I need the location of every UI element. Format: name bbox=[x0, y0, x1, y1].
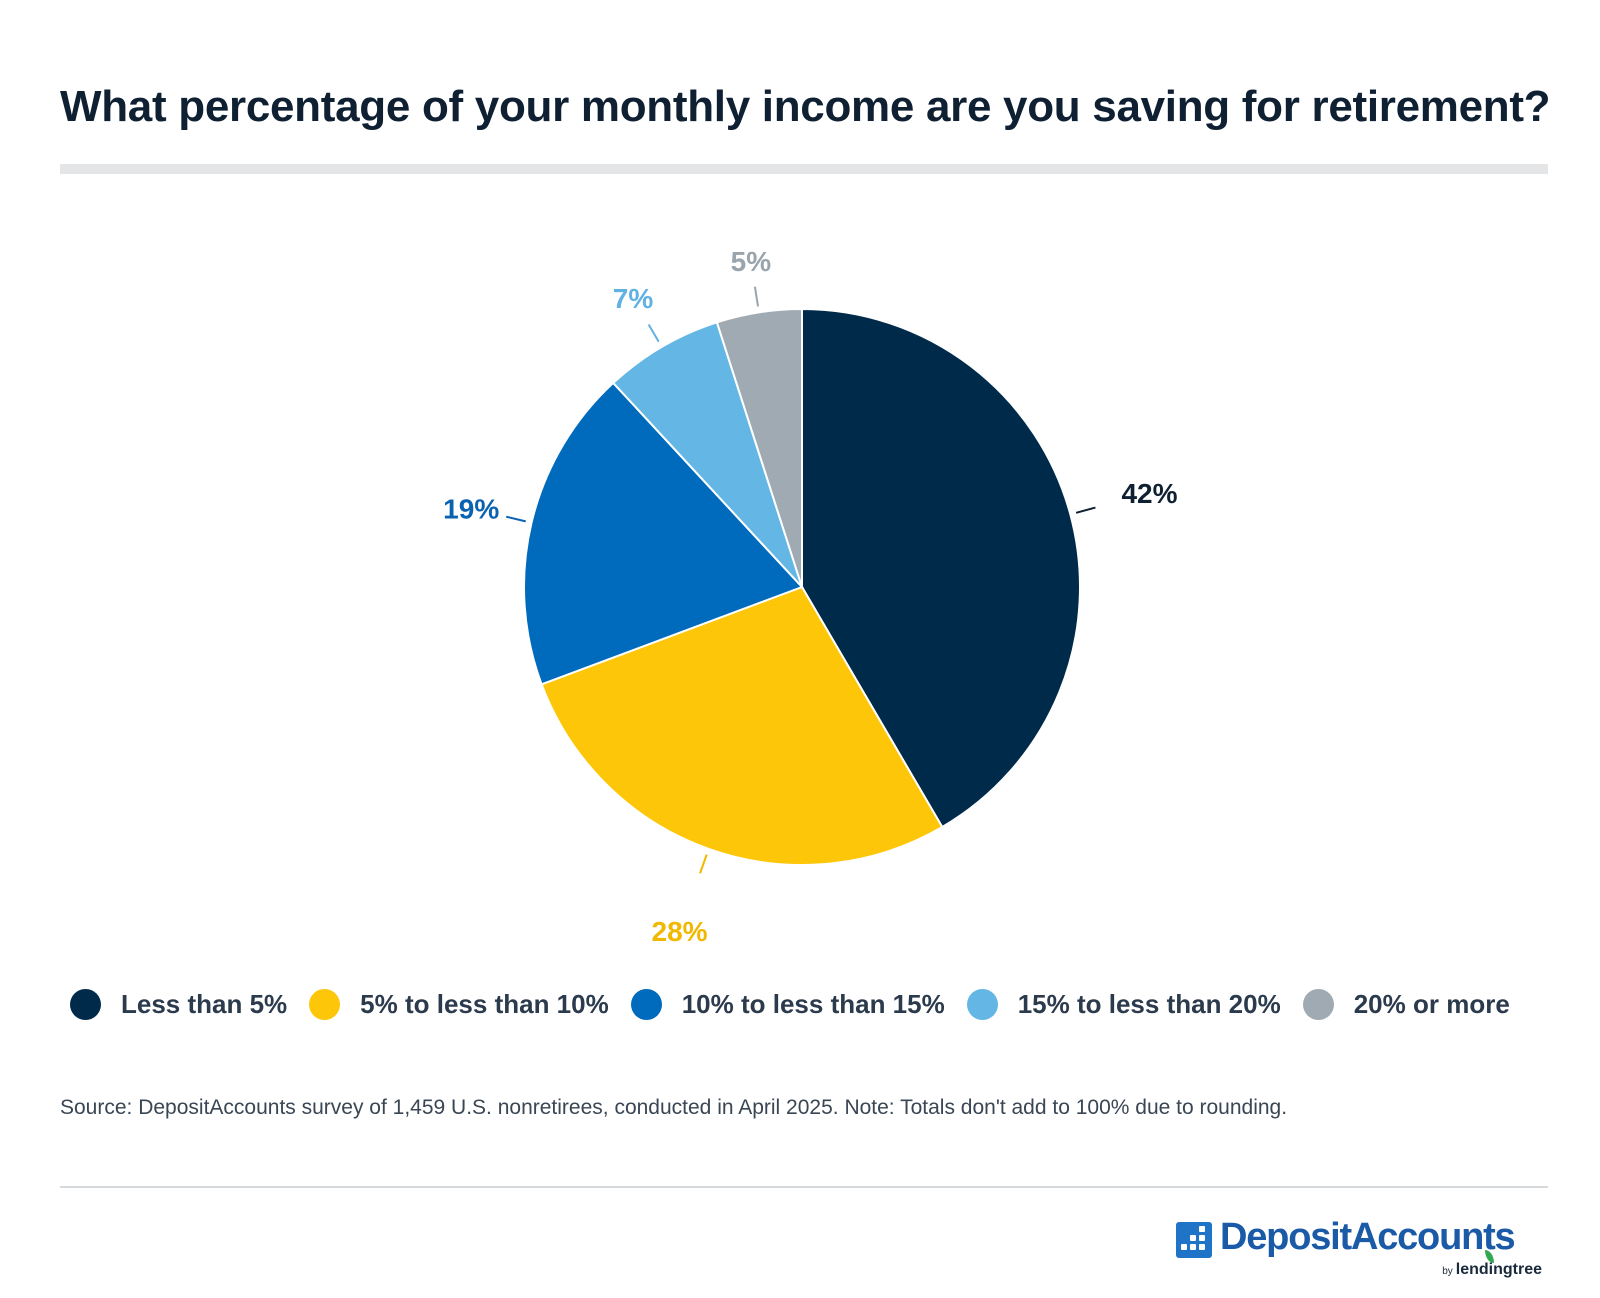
legend-item-15-to-20: 15% to less than 20% bbox=[966, 988, 1281, 1020]
logo-grid-icon bbox=[1176, 1222, 1212, 1258]
data-label-5-to-10: 28% bbox=[652, 916, 708, 947]
legend-item-5-to-10: 5% to less than 10% bbox=[309, 988, 609, 1020]
legend-swatch bbox=[1302, 988, 1334, 1020]
leader-line-15-to-20 bbox=[647, 324, 660, 343]
pie-chart: 42% 28% 19% 7% 5% bbox=[443, 246, 1177, 947]
logo-parent: lendingtree bbox=[1455, 1261, 1542, 1278]
data-label-10-to-15: 19% bbox=[443, 493, 499, 524]
depositaccounts-logo: DepositAccounts by lendingtree bbox=[1170, 1216, 1548, 1278]
legend-swatch bbox=[966, 988, 998, 1020]
title-divider bbox=[60, 164, 1548, 174]
pie-slice-20-or-more bbox=[715, 307, 803, 588]
legend-label: 15% to less than 20% bbox=[1017, 988, 1281, 1019]
source-note: Source: DepositAccounts survey of 1,459 … bbox=[60, 1096, 1288, 1119]
leader-line-less-than-5 bbox=[1075, 506, 1096, 514]
leader-line-10-to-15 bbox=[506, 515, 526, 523]
pie-slice-less-than-5 bbox=[801, 307, 1081, 829]
legend-label: 20% or more bbox=[1353, 988, 1510, 1019]
legend-label: 5% to less than 10% bbox=[360, 988, 609, 1019]
legend-item-less-than-5: Less than 5% bbox=[70, 988, 288, 1020]
leader-line-5-to-10 bbox=[699, 854, 708, 874]
logo-byline: by lendingtree bbox=[1442, 1261, 1542, 1279]
legend-swatch bbox=[630, 988, 662, 1020]
data-label-20-or-more: 5% bbox=[731, 246, 772, 277]
logo-by: by bbox=[1442, 1266, 1453, 1277]
legend-label: Less than 5% bbox=[121, 988, 288, 1019]
legend-item-20-or-more: 20% or more bbox=[1302, 988, 1510, 1020]
pie-slice-15-to-20 bbox=[611, 321, 803, 588]
leaf-icon bbox=[1485, 1250, 1494, 1263]
logo-name: DepositAccounts bbox=[1220, 1216, 1516, 1258]
data-label-15-to-20: 7% bbox=[613, 283, 654, 314]
pie-slice-5-to-10 bbox=[540, 585, 944, 866]
data-label-less-than-5: 42% bbox=[1121, 478, 1177, 509]
pie-slice-10-to-15 bbox=[523, 381, 804, 686]
chart-title: What percentage of your monthly income a… bbox=[60, 82, 1551, 131]
legend-swatch bbox=[309, 988, 341, 1020]
legend-label: 10% to less than 15% bbox=[681, 988, 945, 1019]
legend-swatch bbox=[70, 988, 101, 1020]
legend: Less than 5% 5% to less than 10% 10% to … bbox=[70, 984, 1530, 1024]
leader-line-20-or-more bbox=[753, 286, 759, 307]
footer-divider bbox=[60, 1186, 1548, 1188]
legend-item-10-to-15: 10% to less than 15% bbox=[630, 988, 945, 1020]
